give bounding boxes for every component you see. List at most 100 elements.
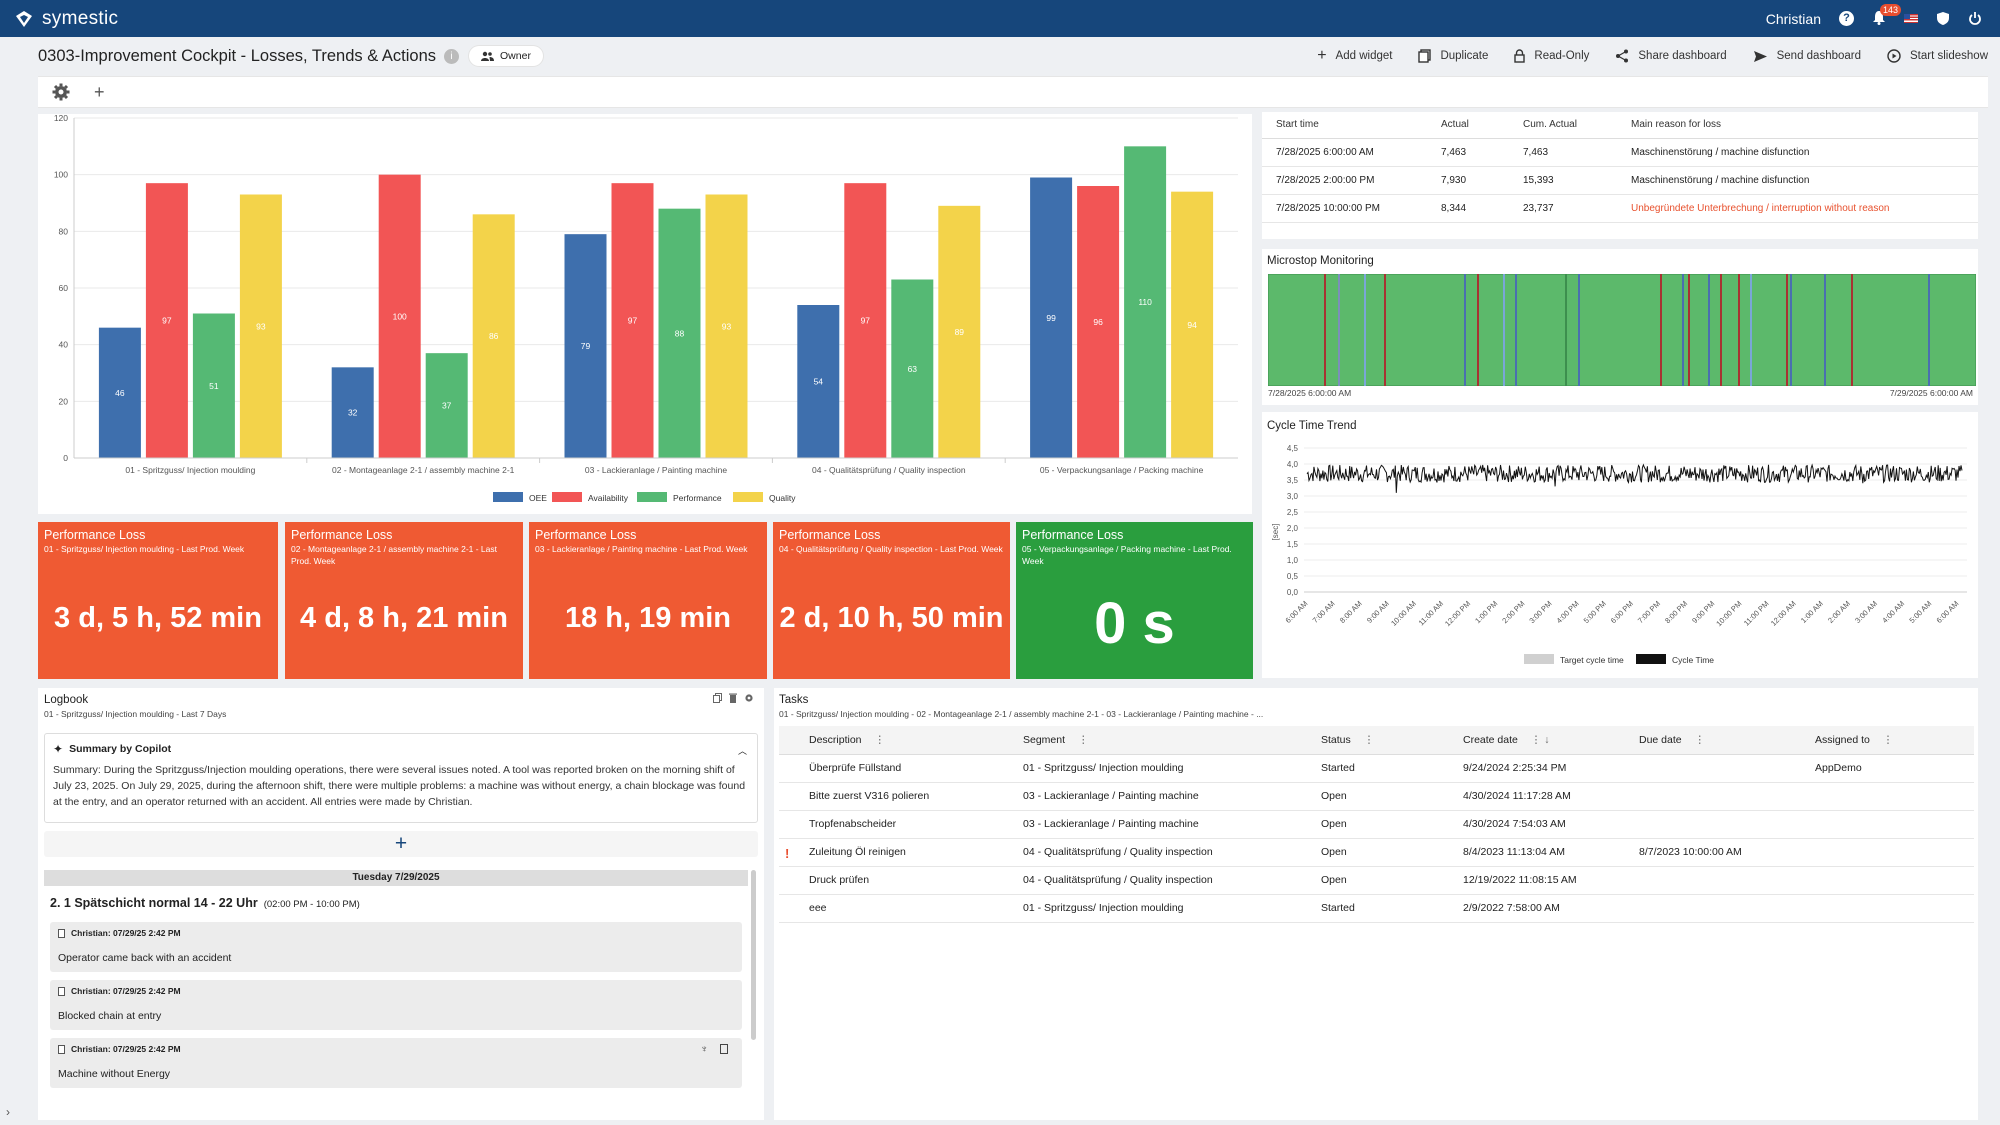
shift-cell: 23,737 <box>1509 194 1617 223</box>
gear-icon[interactable] <box>744 693 754 703</box>
microstop-event-marker <box>1688 274 1690 386</box>
performance-loss-tile[interactable]: Performance Loss 05 - Verpackungsanlage … <box>1016 522 1253 679</box>
column-menu-icon[interactable]: ⋮ <box>1879 733 1894 746</box>
share-dashboard-button[interactable]: Share dashboard <box>1615 49 1727 63</box>
entry-text: Blocked chain at entry <box>58 1010 162 1022</box>
logbook-entries: Christian: 07/29/25 2:42 PM Operator cam… <box>44 922 748 1096</box>
add-widget-button[interactable]: + Add widget <box>1317 47 1392 65</box>
help-icon[interactable]: ? <box>1839 11 1854 26</box>
start-slideshow-button[interactable]: Start slideshow <box>1887 49 1988 63</box>
shift-cell: Unbegründete Unterbrechung / interruptio… <box>1617 194 1978 223</box>
column-menu-icon[interactable]: ⋮ <box>1360 733 1375 746</box>
task-row[interactable]: Druck prüfen 04 - Qualitätsprüfung / Qual… <box>779 866 1974 895</box>
lightbulb-icon[interactable]: ♆ <box>700 1044 709 1055</box>
owner-badge[interactable]: Owner <box>469 46 543 66</box>
user-name[interactable]: Christian <box>1765 10 1821 27</box>
task-row[interactable]: eee 01 - Spritzguss/ Injection moulding St… <box>779 894 1974 923</box>
power-icon[interactable] <box>1968 11 1982 26</box>
gear-icon[interactable] <box>52 83 70 101</box>
task-row[interactable]: Überprüfe Füllstand 01 - Spritzguss/ Inje… <box>779 754 1974 783</box>
loss-value: 18 h, 19 min <box>564 602 731 634</box>
add-tab-icon[interactable]: + <box>94 81 105 102</box>
task-cell: 8/4/2023 11:13:04 AM <box>1449 838 1625 867</box>
bar-value-label: 37 <box>442 401 452 411</box>
shift-row[interactable]: 7/28/2025 6:00:00 AM 7,463 7,463 Maschinens… <box>1262 138 1978 167</box>
microstop-event-marker <box>1565 274 1567 386</box>
task-row[interactable]: Tropfenabscheider 03 - Lackieranlage / Pa… <box>779 810 1974 839</box>
bar-value-label: 63 <box>908 364 918 374</box>
sort-menu-icon[interactable]: ⋮ ↓ <box>1527 733 1550 746</box>
performance-loss-tile[interactable]: Performance Loss 02 - Montageanlage 2-1 … <box>285 522 523 679</box>
task-column-header[interactable]: Segment ⋮ <box>1009 726 1307 755</box>
duplicate-button[interactable]: Duplicate <box>1418 49 1488 63</box>
bar-value-label: 100 <box>393 311 407 321</box>
task-cell: 4/30/2024 7:54:03 AM <box>1449 810 1625 839</box>
microstop-end: 7/29/2025 6:00:00 AM <box>1889 388 1973 398</box>
performance-loss-tile[interactable]: Performance Loss 04 - Qualitätsprüfung /… <box>773 522 1010 679</box>
task-row[interactable]: ! Zuleitung Öl reinigen 04 - Qualitätsprüf… <box>779 838 1974 867</box>
task-column-header[interactable]: Description ⋮ <box>779 726 1009 755</box>
bookmark-icon[interactable] <box>720 1044 728 1054</box>
bar-oee <box>564 234 607 458</box>
logbook-scrollbar[interactable] <box>751 870 756 1040</box>
task-column-header[interactable]: Due date ⋮ <box>1625 726 1801 755</box>
send-dashboard-button[interactable]: Send dashboard <box>1753 50 1861 63</box>
column-label: Segment <box>1023 733 1066 746</box>
read-only-button[interactable]: Read-Only <box>1514 49 1589 63</box>
task-cell: 03 - Lackieranlage / Painting machine <box>1009 782 1307 811</box>
us-flag-icon[interactable] <box>1904 14 1918 23</box>
y-tick-label: 3,5 <box>1287 476 1299 485</box>
brand-logo[interactable]: symestic <box>14 8 118 30</box>
task-cell: Tropfenabscheider <box>779 810 1009 839</box>
task-column-header[interactable]: Assigned to ⋮ <box>1801 726 1974 755</box>
x-tick-label: 11:00 AM <box>1417 599 1445 627</box>
column-menu-icon[interactable]: ⋮ <box>871 733 885 746</box>
task-row[interactable]: Bitte zuerst V316 polieren 03 - Lackieran… <box>779 782 1974 811</box>
side-expand-icon[interactable]: › <box>6 1105 10 1119</box>
send-dashboard-label: Send dashboard <box>1776 50 1862 62</box>
loss-title: Performance Loss <box>291 528 393 542</box>
microstop-event-marker <box>1503 274 1505 386</box>
bar-performance <box>1124 146 1167 459</box>
bar-value-label: 51 <box>209 381 219 391</box>
task-column-header[interactable]: Status ⋮ <box>1307 726 1449 755</box>
y-tick-label: 20 <box>59 396 69 406</box>
performance-loss-tile[interactable]: Performance Loss 03 - Lackieranlage / Pa… <box>529 522 767 679</box>
legend-swatch-availability <box>552 492 582 502</box>
copy-icon[interactable] <box>713 693 722 703</box>
info-icon[interactable]: i <box>444 48 460 64</box>
add-entry-button[interactable]: + <box>44 831 758 857</box>
copy-icon <box>1418 49 1432 63</box>
entry-text: Machine without Energy <box>58 1068 171 1080</box>
task-cell: Druck prüfen <box>779 866 1009 895</box>
users-icon <box>481 51 495 61</box>
task-cell: 03 - Lackieranlage / Painting machine <box>1009 810 1307 839</box>
page-title: 0303-Improvement Cockpit - Losses, Trend… <box>38 46 437 65</box>
shift-column-header[interactable]: Main reason for loss <box>1617 112 1978 139</box>
shift-column-header[interactable]: Actual <box>1427 112 1509 139</box>
shift-cell: 7,930 <box>1427 166 1509 195</box>
shift-column-header[interactable]: Cum. Actual <box>1509 112 1617 139</box>
microstop-event-marker <box>1824 274 1826 386</box>
notifications-button[interactable]: 143 <box>1872 3 1902 28</box>
task-cell: Open <box>1307 782 1449 811</box>
logbook-entry[interactable]: Christian: 07/29/25 2:42 PM Blocked chai… <box>50 980 742 1030</box>
shift-column-header[interactable]: Start time <box>1262 112 1427 139</box>
shield-icon[interactable] <box>1936 11 1950 26</box>
column-menu-icon[interactable]: ⋮ <box>1075 733 1089 746</box>
task-column-header[interactable]: Create date ⋮ ↓ <box>1449 726 1625 755</box>
shift-row[interactable]: 7/28/2025 2:00:00 PM 7,930 15,393 Maschinen… <box>1262 166 1978 195</box>
microstop-event-marker <box>1364 274 1366 386</box>
shift-row[interactable]: 7/28/2025 10:00:00 PM 8,344 23,737 Unbegrün… <box>1262 194 1978 223</box>
task-cell: Open <box>1307 838 1449 867</box>
column-menu-icon[interactable]: ⋮ <box>1691 733 1706 746</box>
microstop-event-marker <box>1477 274 1479 386</box>
loss-title: Performance Loss <box>44 528 146 542</box>
performance-loss-tile[interactable]: Performance Loss 01 - Spritzguss/ Inject… <box>38 522 278 679</box>
logbook-entry[interactable]: Christian: 07/29/25 2:42 PM Operator cam… <box>50 922 742 972</box>
trash-icon[interactable] <box>729 693 737 703</box>
logbook-entry[interactable]: Christian: 07/29/25 2:42 PM Machine with… <box>50 1038 742 1088</box>
cycle-legend: Target cycle time Cycle Time <box>1524 654 1714 665</box>
chevron-up-icon[interactable]: ︿ <box>737 746 747 756</box>
task-cell: 04 - Qualitätsprüfung / Quality inspecti… <box>1009 866 1307 895</box>
